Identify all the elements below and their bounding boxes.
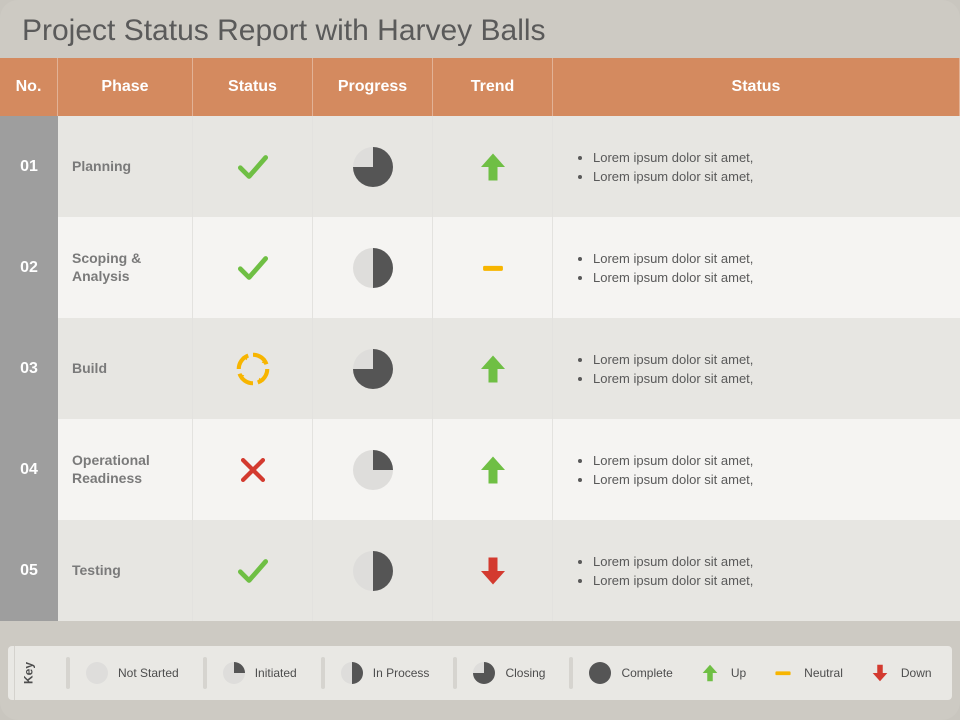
notes-cell: Lorem ipsum dolor sit amet, Lorem ipsum d… (553, 520, 960, 621)
status-cell (193, 116, 313, 217)
legend-label: Down (901, 666, 932, 680)
legend-separator (66, 657, 70, 689)
note-item: Lorem ipsum dolor sit amet, (593, 169, 753, 184)
legend-label: In Process (373, 666, 430, 680)
note-item: Lorem ipsum dolor sit amet, (593, 472, 753, 487)
harvey-ball-icon (84, 660, 110, 686)
harvey-ball-icon (339, 660, 365, 686)
table-header: Status (553, 58, 960, 116)
note-item: Lorem ipsum dolor sit amet, (593, 554, 753, 569)
trend-up-icon (471, 448, 515, 492)
status-cell (193, 318, 313, 419)
trend-neutral-icon (471, 246, 515, 290)
progress-cell (313, 419, 433, 520)
progress-cell (313, 116, 433, 217)
trend-cell (433, 116, 553, 217)
legend-item: Complete (569, 657, 672, 689)
status-cell (193, 217, 313, 318)
status-cell (193, 419, 313, 520)
trend-down-icon (867, 660, 893, 686)
note-item: Lorem ipsum dolor sit amet, (593, 371, 753, 386)
trend-cell (433, 520, 553, 621)
note-item: Lorem ipsum dolor sit amet, (593, 251, 753, 266)
legend-key-label: Key (14, 646, 42, 700)
page-title: Project Status Report with Harvey Balls (0, 0, 960, 58)
legend-item: Up (697, 660, 746, 686)
legend-item: Not Started (66, 657, 179, 689)
legend-label: Neutral (804, 666, 843, 680)
phase-label: Testing (58, 520, 193, 621)
trend-cell (433, 318, 553, 419)
row-number: 05 (0, 520, 58, 621)
row-number: 01 (0, 116, 58, 217)
harvey-ball-icon (587, 660, 613, 686)
phase-label: Planning (58, 116, 193, 217)
table-header: Phase (58, 58, 193, 116)
status-table: No.PhaseStatusProgressTrendStatus01Plann… (0, 58, 960, 621)
trend-up-icon (471, 347, 515, 391)
note-item: Lorem ipsum dolor sit amet, (593, 573, 753, 588)
legend-separator (569, 657, 573, 689)
notes-cell: Lorem ipsum dolor sit amet, Lorem ipsum d… (553, 419, 960, 520)
legend-item: In Process (321, 657, 430, 689)
harvey-ball-icon (351, 145, 395, 189)
trend-cell (433, 217, 553, 318)
legend-separator (453, 657, 457, 689)
note-item: Lorem ipsum dolor sit amet, (593, 352, 753, 367)
status-cell (193, 520, 313, 621)
harvey-ball-icon (351, 246, 395, 290)
trend-cell (433, 419, 553, 520)
table-header: Trend (433, 58, 553, 116)
table-header: Status (193, 58, 313, 116)
phase-label: Build (58, 318, 193, 419)
row-number: 04 (0, 419, 58, 520)
harvey-ball-icon (471, 660, 497, 686)
progress-cell (313, 217, 433, 318)
legend-label: Closing (505, 666, 545, 680)
check-icon (231, 549, 275, 593)
notes-cell: Lorem ipsum dolor sit amet, Lorem ipsum d… (553, 116, 960, 217)
note-item: Lorem ipsum dolor sit amet, (593, 150, 753, 165)
cross-icon (231, 448, 275, 492)
progress-cell (313, 318, 433, 419)
legend-label: Up (731, 666, 746, 680)
harvey-ball-icon (221, 660, 247, 686)
notes-cell: Lorem ipsum dolor sit amet, Lorem ipsum d… (553, 217, 960, 318)
legend-bar: Key Not Started Initiated In Process Clo… (8, 646, 952, 700)
harvey-ball-icon (351, 448, 395, 492)
legend-label: Complete (621, 666, 672, 680)
trend-neutral-icon (770, 660, 796, 686)
table-header: No. (0, 58, 58, 116)
phase-label: Scoping & Analysis (58, 217, 193, 318)
notes-cell: Lorem ipsum dolor sit amet, Lorem ipsum d… (553, 318, 960, 419)
row-number: 02 (0, 217, 58, 318)
check-icon (231, 145, 275, 189)
check-icon (231, 246, 275, 290)
legend-item: Down (867, 660, 932, 686)
trend-down-icon (471, 549, 515, 593)
legend-separator (321, 657, 325, 689)
phase-label: Operational Readiness (58, 419, 193, 520)
legend-item: Neutral (770, 660, 843, 686)
note-item: Lorem ipsum dolor sit amet, (593, 453, 753, 468)
cycle-icon (231, 347, 275, 391)
legend-item: Initiated (203, 657, 297, 689)
legend-item: Closing (453, 657, 545, 689)
progress-cell (313, 520, 433, 621)
harvey-ball-icon (351, 347, 395, 391)
legend-label: Not Started (118, 666, 179, 680)
harvey-ball-icon (351, 549, 395, 593)
row-number: 03 (0, 318, 58, 419)
legend-label: Initiated (255, 666, 297, 680)
note-item: Lorem ipsum dolor sit amet, (593, 270, 753, 285)
trend-up-icon (471, 145, 515, 189)
legend-separator (203, 657, 207, 689)
table-header: Progress (313, 58, 433, 116)
trend-up-icon (697, 660, 723, 686)
